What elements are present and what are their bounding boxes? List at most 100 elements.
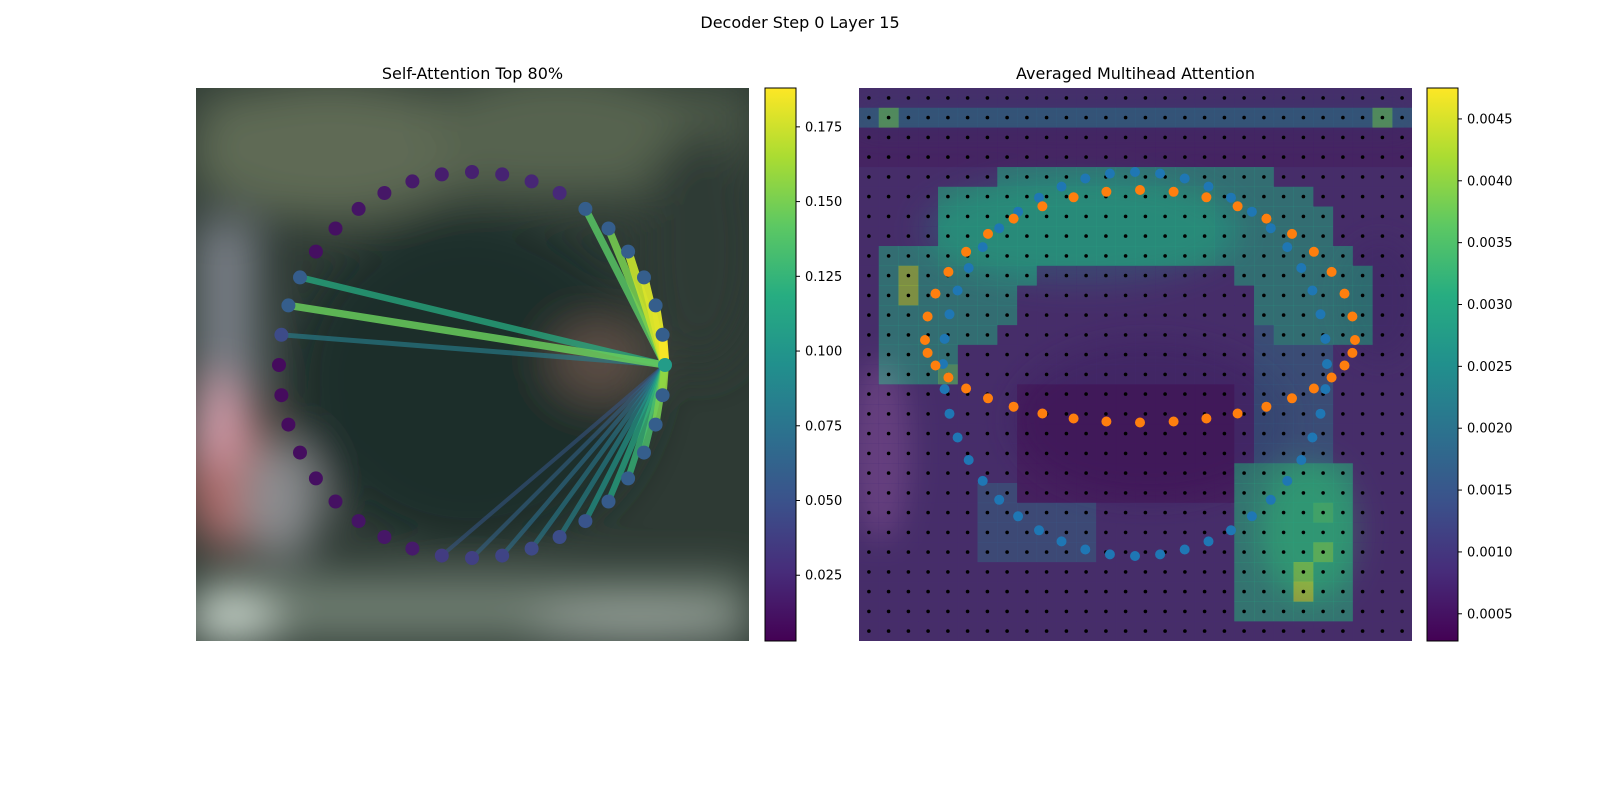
grid-point <box>1202 510 1207 515</box>
grid-point <box>1321 273 1325 278</box>
grid-point <box>886 471 891 475</box>
grid-point <box>1321 431 1325 436</box>
grid-point <box>1064 550 1069 554</box>
grid-point <box>965 570 970 574</box>
grid-point <box>867 234 871 238</box>
grid-point <box>1380 510 1385 515</box>
grid-point <box>867 214 871 219</box>
series-point-blue <box>1155 168 1166 179</box>
grid-point <box>906 570 911 574</box>
grid-point <box>1143 96 1148 100</box>
grid-point <box>886 412 891 416</box>
grid-point <box>1143 135 1148 140</box>
series-point-blue <box>1265 494 1276 505</box>
token-node <box>495 548 510 563</box>
grid-point <box>946 194 950 199</box>
grid-point <box>906 254 911 258</box>
grid-point <box>1143 510 1148 515</box>
grid-point <box>1321 234 1325 238</box>
grid-point <box>886 194 891 199</box>
token-node <box>328 494 343 509</box>
grid-point <box>1262 333 1266 337</box>
grid-point <box>1104 412 1108 416</box>
grid-point <box>1202 609 1207 614</box>
grid-point <box>926 194 930 199</box>
figure-title: Decoder Step 0 Layer 15 <box>700 13 900 32</box>
grid-point <box>1360 96 1365 100</box>
grid-point <box>1123 471 1128 475</box>
series-point-blue <box>1056 181 1067 192</box>
series-point-blue <box>963 455 974 465</box>
grid-point <box>1262 96 1266 100</box>
grid-point <box>1104 510 1108 515</box>
grid-point <box>1321 510 1325 515</box>
series-point-orange <box>1347 311 1358 322</box>
grid-point <box>1143 609 1148 614</box>
grid-point <box>1064 313 1069 317</box>
grid-point <box>985 570 990 574</box>
grid-point <box>1044 491 1049 495</box>
grid-point <box>1360 451 1365 456</box>
grid-point <box>886 629 891 633</box>
grid-point <box>1044 234 1049 238</box>
grid-point <box>886 431 891 436</box>
grid-point <box>946 96 950 100</box>
grid-point <box>1163 115 1167 120</box>
grid-point <box>1301 412 1306 416</box>
grid-point <box>1341 589 1345 594</box>
left-colorbar-ticks: 0.025 0.050 0.075 0.100 0.125 0.150 0.175 <box>796 120 842 584</box>
grid-point <box>1400 293 1404 298</box>
grid-point <box>1183 510 1187 515</box>
series-point-orange <box>1287 393 1297 404</box>
token-node <box>308 471 323 486</box>
grid-point <box>1262 431 1266 436</box>
grid-point <box>1104 471 1108 475</box>
grid-point <box>1123 510 1128 515</box>
grid-point <box>1400 115 1404 120</box>
grid-point <box>1123 352 1128 357</box>
grid-point <box>1005 491 1009 495</box>
grid-point <box>1183 372 1187 377</box>
grid-point <box>1163 392 1167 396</box>
series-point-orange <box>1135 417 1145 428</box>
attention-edge <box>287 301 666 369</box>
grid-point <box>926 550 930 554</box>
grid-point <box>1360 589 1365 594</box>
grid-point <box>1084 135 1088 140</box>
grid-point <box>1143 293 1148 298</box>
token-node <box>524 541 539 556</box>
grid-point <box>1104 530 1108 535</box>
grid-point <box>1321 471 1325 475</box>
series-point-blue <box>1080 544 1091 555</box>
token-node <box>621 471 636 486</box>
series-point-orange <box>1232 201 1243 212</box>
series-point-blue <box>1179 544 1190 555</box>
grid-point <box>1064 175 1069 179</box>
grid-point <box>1044 115 1049 120</box>
series-point-blue <box>1155 549 1166 560</box>
grid-point <box>1064 372 1069 377</box>
grid-point <box>1222 214 1227 219</box>
series-point-orange <box>1339 360 1350 371</box>
grid-point <box>946 570 950 574</box>
grid-point <box>1104 629 1108 633</box>
grid-point <box>1281 175 1286 179</box>
grid-point <box>985 589 990 594</box>
grid-point <box>1360 431 1365 436</box>
grid-point <box>1380 352 1385 357</box>
colorbar-tick-label: 0.125 <box>805 270 842 285</box>
grid-point <box>1380 96 1385 100</box>
grid-point <box>1222 254 1227 258</box>
grid-point <box>1044 135 1049 140</box>
grid-point <box>1400 491 1404 495</box>
grid-point <box>1084 570 1088 574</box>
grid-point <box>1163 214 1167 219</box>
grid-point <box>1321 135 1325 140</box>
grid-point <box>1005 155 1009 159</box>
grid-point <box>1301 352 1306 357</box>
grid-point <box>965 135 970 140</box>
grid-point <box>985 333 990 337</box>
grid-point <box>926 629 930 633</box>
grid-point <box>1064 609 1069 614</box>
